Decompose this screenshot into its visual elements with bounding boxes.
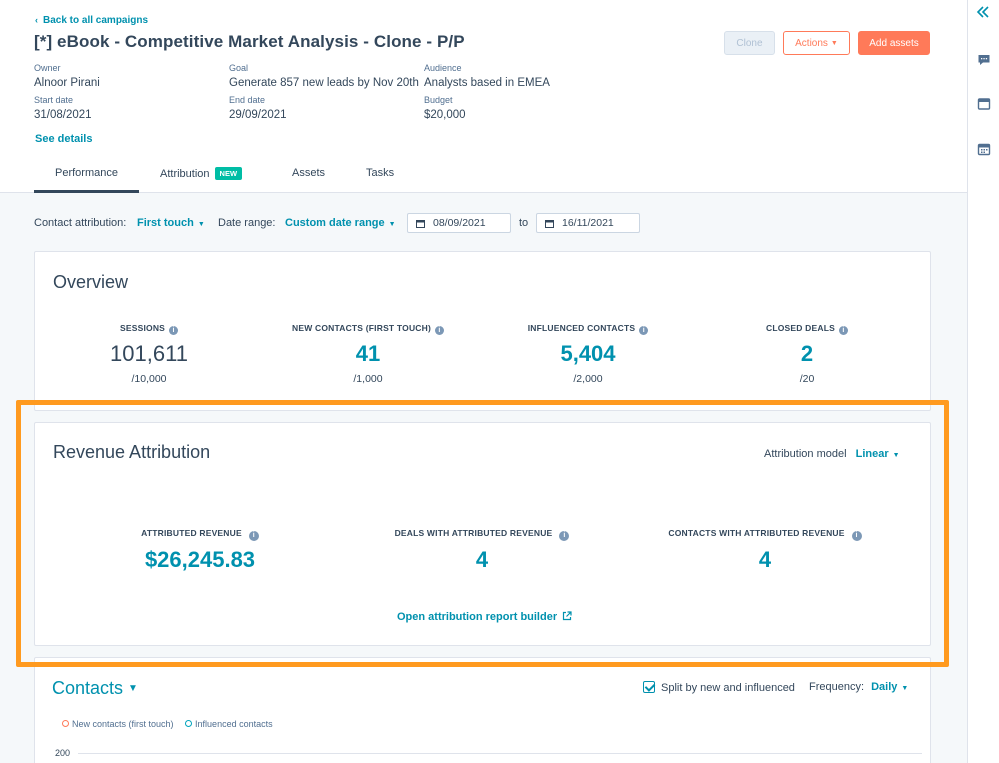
clone-button[interactable]: Clone — [724, 31, 775, 55]
end-date-input[interactable]: 16/11/2021 — [536, 213, 640, 233]
date-range-label: Date range: — [218, 217, 276, 229]
add-assets-button[interactable]: Add assets — [858, 31, 930, 55]
contact-attribution-dropdown[interactable]: First touch ▼ — [137, 217, 205, 229]
revenue-attribution-card: Revenue Attribution ATTRIBUTED REVENUE i … — [34, 422, 931, 646]
calendar-icon[interactable] — [977, 142, 991, 156]
overview-title: Overview — [53, 272, 129, 292]
kpi-attributed-revenue: ATTRIBUTED REVENUE i $26,245.83 — [100, 528, 300, 573]
chart-legend: New contacts (first touch) Influenced co… — [62, 719, 273, 729]
contact-attribution-label: Contact attribution: — [34, 217, 127, 229]
tab-attribution[interactable]: Attribution NEW — [160, 162, 243, 193]
y-axis-tick: 200 — [55, 748, 71, 758]
date-range-dropdown[interactable]: Custom date range ▼ — [285, 217, 396, 229]
budget-field: Budget $20,000 — [424, 95, 466, 121]
main-content: ‹ Back to all campaigns [*] eBook - Compe… — [0, 0, 967, 763]
external-link-icon — [563, 611, 572, 621]
info-icon[interactable]: i — [248, 531, 259, 541]
caret-down-icon: ▼ — [128, 683, 138, 694]
owner-field: Owner Alnoor Pirani — [34, 63, 100, 89]
attribution-model-selector: Attribution model Linear ▼ — [764, 448, 900, 460]
new-badge: NEW — [214, 167, 243, 180]
legend-dot-new — [62, 720, 69, 727]
frequency-selector: Frequency: Daily ▼ — [809, 681, 909, 693]
info-icon[interactable]: i — [851, 531, 862, 541]
to-label: to — [519, 217, 529, 229]
audience-field: Audience Analysts based in EMEA — [424, 63, 550, 89]
filter-bar: Contact attribution: First touch ▼ Date r… — [34, 213, 654, 233]
info-icon[interactable]: i — [169, 326, 179, 335]
caret-down-icon: ▼ — [197, 221, 205, 228]
chart-gridline — [78, 753, 922, 754]
end-date-field: End date 29/09/2021 — [229, 95, 287, 121]
campaign-title: [*] eBook - Competitive Market Analysis … — [34, 32, 465, 51]
contacts-dropdown[interactable]: Contacts ▼ — [52, 678, 138, 698]
tab-tasks[interactable]: Tasks — [366, 167, 395, 179]
info-icon[interactable]: i — [559, 531, 570, 541]
actions-button[interactable]: Actions ▼ — [783, 31, 850, 55]
kpi-new-contacts: NEW CONTACTS (FIRST TOUCH) i 41 /1,000 — [268, 323, 468, 385]
calendar-icon — [416, 219, 425, 228]
kpi-contacts-attributed-revenue: CONTACTS WITH ATTRIBUTED REVENUE i 4 — [645, 528, 885, 573]
legend-dot-influenced — [185, 720, 193, 727]
overview-card: Overview SESSIONS i 101,611 /10,000 NEW C… — [34, 251, 931, 411]
right-sidebar — [967, 0, 999, 763]
caret-down-icon: ▼ — [901, 685, 909, 692]
collapse-double-chevron-icon[interactable] — [976, 5, 990, 19]
window-icon[interactable] — [977, 97, 991, 111]
kpi-closed-deals: CLOSED DEALS i 2 /20 — [727, 323, 887, 385]
chevron-left-icon: ‹ — [35, 15, 38, 25]
split-checkbox-row[interactable]: Split by new and influenced — [643, 681, 795, 694]
contacts-card — [34, 657, 931, 763]
split-checkbox[interactable] — [643, 681, 655, 693]
kpi-influenced-contacts: INFLUENCED CONTACTS i 5,404 /2,000 — [508, 323, 668, 385]
tab-assets[interactable]: Assets — [292, 167, 326, 179]
goal-field: Goal Generate 857 new leads by Nov 20th — [229, 63, 419, 89]
revenue-attribution-title: Revenue Attribution — [53, 442, 211, 462]
start-date-field: Start date 31/08/2021 — [34, 95, 92, 121]
caret-down-icon: ▼ — [830, 39, 838, 47]
calendar-icon — [545, 219, 554, 228]
info-icon[interactable]: i — [639, 326, 649, 335]
open-attribution-report-link[interactable]: Open attribution report builder — [397, 611, 572, 623]
kpi-sessions: SESSIONS i 101,611 /10,000 — [110, 323, 188, 385]
attribution-model-dropdown[interactable]: Linear ▼ — [855, 448, 900, 460]
caret-down-icon: ▼ — [388, 221, 396, 228]
back-to-campaigns-link[interactable]: ‹ Back to all campaigns — [35, 15, 149, 26]
campaign-header: ‹ Back to all campaigns [*] eBook - Compe… — [0, 0, 967, 193]
see-details-link[interactable]: See details — [35, 133, 93, 145]
info-icon[interactable]: i — [839, 326, 848, 335]
kpi-deals-attributed-revenue: DEALS WITH ATTRIBUTED REVENUE i 4 — [377, 528, 587, 573]
caret-down-icon: ▼ — [892, 452, 900, 459]
info-icon[interactable]: i — [434, 326, 444, 335]
tab-performance[interactable]: Performance — [34, 162, 139, 193]
start-date-input[interactable]: 08/09/2021 — [407, 213, 511, 233]
frequency-dropdown[interactable]: Daily ▼ — [871, 681, 909, 693]
comment-icon[interactable] — [977, 53, 991, 67]
